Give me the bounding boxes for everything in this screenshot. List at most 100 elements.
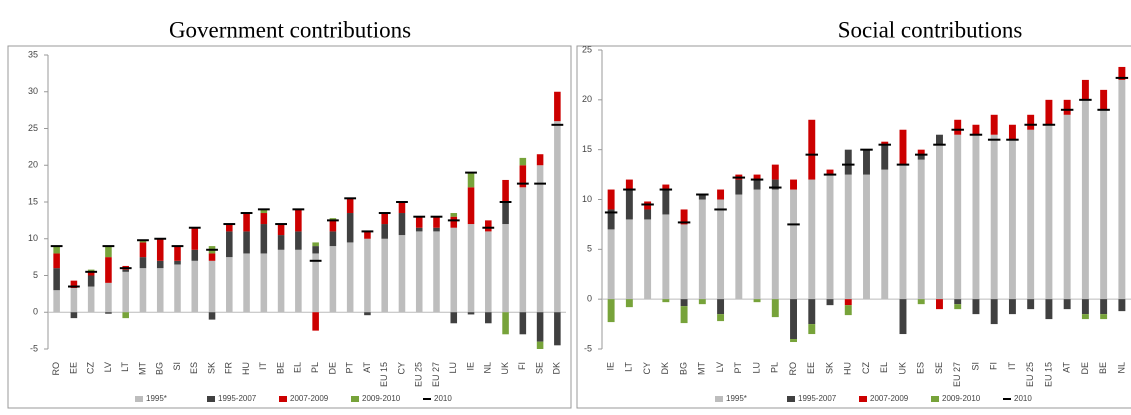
bar-segment — [662, 189, 670, 215]
bar-segment — [53, 290, 60, 313]
bar-segment — [717, 314, 725, 322]
bar-segment — [519, 312, 527, 335]
bar-segment — [826, 169, 834, 175]
bar-segment — [662, 214, 670, 300]
bar-segment — [554, 312, 561, 346]
bar-segment — [105, 312, 112, 314]
legend-swatch — [135, 396, 143, 402]
x-tick-label: DK — [552, 362, 562, 375]
bar-segment — [105, 282, 112, 313]
x-tick-label: LV — [715, 362, 725, 372]
x-tick-label: NL — [483, 362, 493, 374]
y-tick-label: -5 — [30, 343, 38, 353]
bar-segment — [680, 209, 688, 225]
bar-segment — [502, 202, 509, 225]
bar-segment — [364, 231, 371, 239]
y-tick-label: 0 — [587, 294, 592, 304]
bar-segment — [863, 149, 870, 175]
bar-segment — [1027, 129, 1035, 300]
bar-segment — [935, 134, 943, 145]
bar-segment — [863, 174, 870, 300]
bar-segment — [717, 189, 725, 200]
bar-segment — [329, 220, 337, 232]
bar-segment — [156, 268, 164, 313]
bar-segment — [87, 271, 95, 276]
bar-segment — [935, 144, 943, 300]
bar-segment — [433, 231, 440, 313]
x-tick-label: LV — [103, 362, 113, 372]
bar-segment — [398, 202, 406, 214]
bar-segment — [502, 312, 509, 335]
bar-segment — [381, 238, 388, 313]
x-tick-label: CZ — [861, 362, 871, 374]
bar-segment — [398, 213, 406, 236]
bar-segment — [450, 216, 458, 228]
x-tick-label: DE — [1080, 362, 1090, 375]
bar-segment — [771, 189, 779, 300]
bar-segment — [680, 306, 688, 324]
x-tick-label: AT — [1062, 362, 1072, 373]
bar-segment — [1081, 79, 1089, 100]
legend-label: 2009-2010 — [942, 394, 981, 403]
y-tick-label: 15 — [28, 196, 38, 206]
x-tick-label: NL — [1116, 362, 1126, 374]
bar-segment — [502, 179, 509, 202]
y-tick-label: 20 — [582, 94, 592, 104]
bar-segment — [753, 174, 761, 180]
bar-segment — [662, 299, 670, 303]
chart-title: Government contributions — [169, 17, 411, 42]
bar-segment — [208, 260, 216, 313]
bar-segment — [260, 213, 268, 225]
x-tick-label: FI — [989, 362, 999, 370]
bar-segment — [467, 224, 475, 313]
bar-segment — [808, 299, 816, 325]
bar-segment — [662, 184, 670, 190]
y-tick-label: 15 — [582, 144, 592, 154]
bar-segment — [277, 249, 285, 313]
x-tick-label: EE — [806, 362, 816, 374]
x-tick-label: MT — [697, 362, 707, 375]
x-tick-label: RO — [51, 362, 61, 376]
bar-segment — [698, 299, 706, 305]
bar-segment — [433, 227, 440, 232]
legend-swatch — [351, 396, 359, 402]
bar-segment — [1063, 299, 1071, 310]
bar-segment — [260, 224, 268, 254]
bar-segment — [433, 216, 440, 228]
bar-segment — [1118, 66, 1126, 80]
x-tick-label: EL — [879, 362, 889, 373]
bar-segment — [790, 179, 798, 190]
x-tick-label: BE — [1098, 362, 1108, 374]
x-tick-label: AT — [362, 362, 372, 373]
y-tick-label: 25 — [28, 123, 38, 133]
x-tick-label: SK — [206, 362, 216, 374]
legend-label: 1995* — [726, 394, 747, 403]
bar-segment — [881, 141, 889, 145]
bar-segment — [226, 231, 233, 258]
bar-segment — [790, 339, 798, 343]
bar-segment — [243, 253, 250, 313]
x-tick-label: HU — [843, 362, 853, 375]
x-tick-label: LT — [624, 362, 634, 372]
x-tick-label: IT — [1007, 361, 1017, 370]
legend-label: 2010 — [434, 394, 452, 403]
bar-segment — [753, 179, 761, 190]
bar-segment — [1081, 299, 1089, 315]
y-tick-label: 20 — [28, 160, 38, 170]
x-tick-label: EU 15 — [1043, 362, 1053, 387]
bar-segment — [312, 253, 319, 313]
bar-segment — [519, 187, 527, 313]
bar-segment — [771, 299, 779, 318]
x-tick-label: EE — [68, 362, 78, 374]
bar-segment — [398, 235, 406, 313]
bar-segment — [156, 260, 164, 269]
x-tick-label: SE — [934, 362, 944, 374]
bar-segment — [70, 280, 78, 288]
bar-segment — [808, 324, 816, 335]
bar-segment — [607, 209, 615, 230]
bar-segment — [105, 257, 112, 283]
bar-segment — [519, 157, 527, 166]
x-tick-label: BG — [678, 362, 688, 375]
bar-segment — [954, 119, 962, 135]
bar-segment — [844, 174, 852, 300]
